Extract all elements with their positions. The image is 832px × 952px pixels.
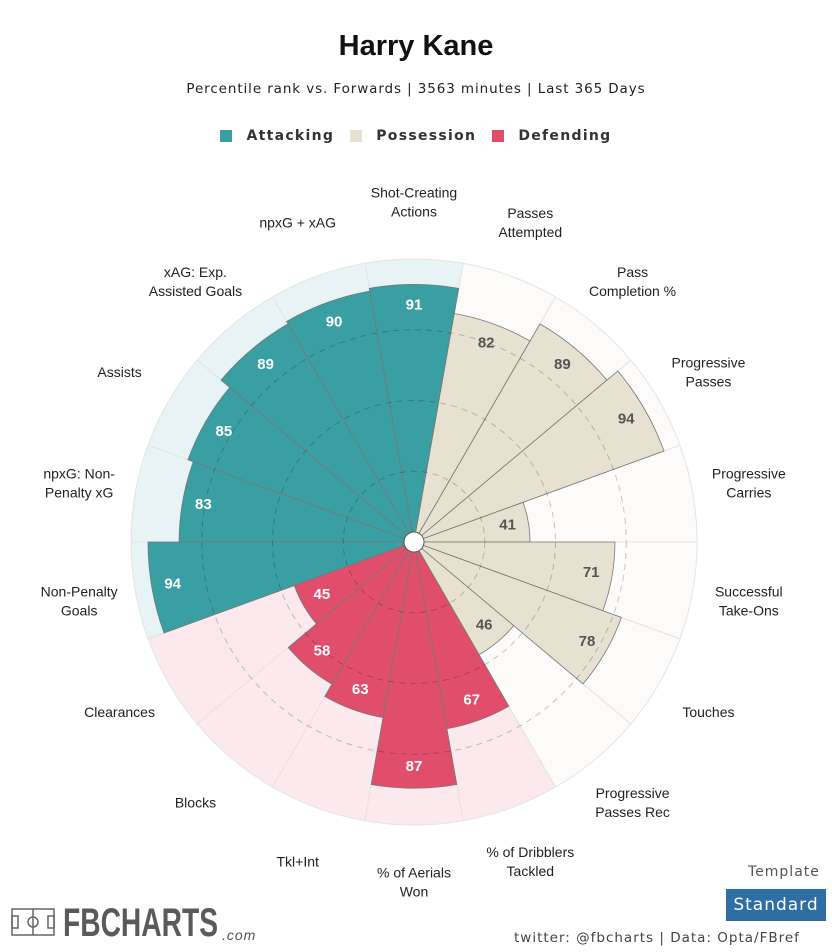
- legend-swatch: [492, 130, 505, 142]
- bars: [147, 284, 665, 789]
- value-label: 45: [314, 586, 331, 603]
- bar: [370, 541, 458, 789]
- value-label: 83: [195, 496, 212, 513]
- category-label: Blocks: [175, 794, 216, 810]
- grid-ring: [272, 400, 556, 684]
- category-label: Tkl+Int: [277, 853, 320, 869]
- chart-subtitle: Percentile rank vs. Forwards | 3563 minu…: [186, 81, 646, 97]
- legend-item: Attacking: [220, 128, 334, 144]
- value-label: 94: [618, 410, 635, 427]
- category-label: Progressive Passes Rec: [595, 785, 670, 820]
- grid-ring: [201, 329, 627, 755]
- category-label: Clearances: [84, 704, 155, 720]
- grid-ring: [342, 470, 486, 614]
- category-label: Touches: [682, 704, 734, 720]
- category-label: Shot-Creating Actions: [371, 185, 457, 220]
- chart-title: Harry Kane: [338, 30, 494, 62]
- value-label: 71: [583, 564, 600, 581]
- labels: 94 Non-Penalty Goals 83 npxG: Non-Penalty xG…: [41, 185, 786, 900]
- bar: [368, 284, 460, 543]
- legend: Attacking Possession Defending: [0, 128, 832, 144]
- template-label: Template: [748, 864, 820, 880]
- bar: [147, 541, 415, 634]
- category-label: % of Dribblers Tackled: [486, 844, 574, 879]
- value-label: 78: [579, 633, 596, 650]
- value-label: 87: [406, 758, 423, 775]
- bar: [287, 541, 415, 685]
- value-label: 41: [499, 516, 516, 533]
- category-label: Passes Attempted: [498, 205, 562, 240]
- value-label: 82: [478, 335, 495, 352]
- bar: [413, 541, 622, 685]
- category-label: % of Aerials Won: [377, 865, 451, 900]
- value-label: 89: [257, 356, 274, 373]
- value-label: 46: [476, 617, 493, 634]
- value-label: 67: [463, 691, 480, 708]
- category-label: npxG: Non-Penalty xG: [43, 465, 115, 500]
- category-label: xAG: Exp. Assisted Goals: [149, 264, 242, 299]
- category-label: Assists: [97, 364, 141, 380]
- credits: twitter: @fbcharts | Data: Opta/FBref: [514, 930, 800, 946]
- legend-swatch: [350, 130, 363, 142]
- grid: [201, 329, 627, 755]
- category-label: Non-Penalty Goals: [41, 584, 118, 619]
- value-label: 94: [164, 576, 181, 593]
- logo-suffix: .com: [222, 927, 256, 943]
- category-label: Progressive Passes: [671, 355, 745, 390]
- center-hole: [403, 531, 425, 553]
- value-label: 63: [352, 681, 369, 698]
- legend-swatch: [220, 130, 233, 142]
- value-label: 89: [554, 356, 571, 373]
- legend-label: Possession: [376, 128, 477, 144]
- category-label: Successful Take-Ons: [715, 584, 783, 619]
- category-label: Pass Completion %: [589, 264, 676, 299]
- legend-label: Defending: [518, 128, 612, 144]
- bar: [413, 370, 665, 543]
- category-label: Progressive Carries: [712, 465, 786, 500]
- value-label: 58: [314, 643, 331, 660]
- category-label: npxG + xAG: [259, 215, 336, 231]
- template-button[interactable]: Standard: [726, 889, 826, 921]
- bar: [324, 541, 415, 719]
- logo-text: FBCHARTS: [63, 901, 218, 945]
- legend-item: Possession: [350, 128, 476, 144]
- value-label: 85: [216, 423, 233, 440]
- bar: [293, 541, 415, 625]
- logo-icon: [11, 908, 55, 936]
- legend-item: Defending: [492, 128, 611, 144]
- value-label: 91: [406, 296, 423, 313]
- value-label: 90: [326, 313, 343, 330]
- legend-label: Attacking: [246, 128, 335, 144]
